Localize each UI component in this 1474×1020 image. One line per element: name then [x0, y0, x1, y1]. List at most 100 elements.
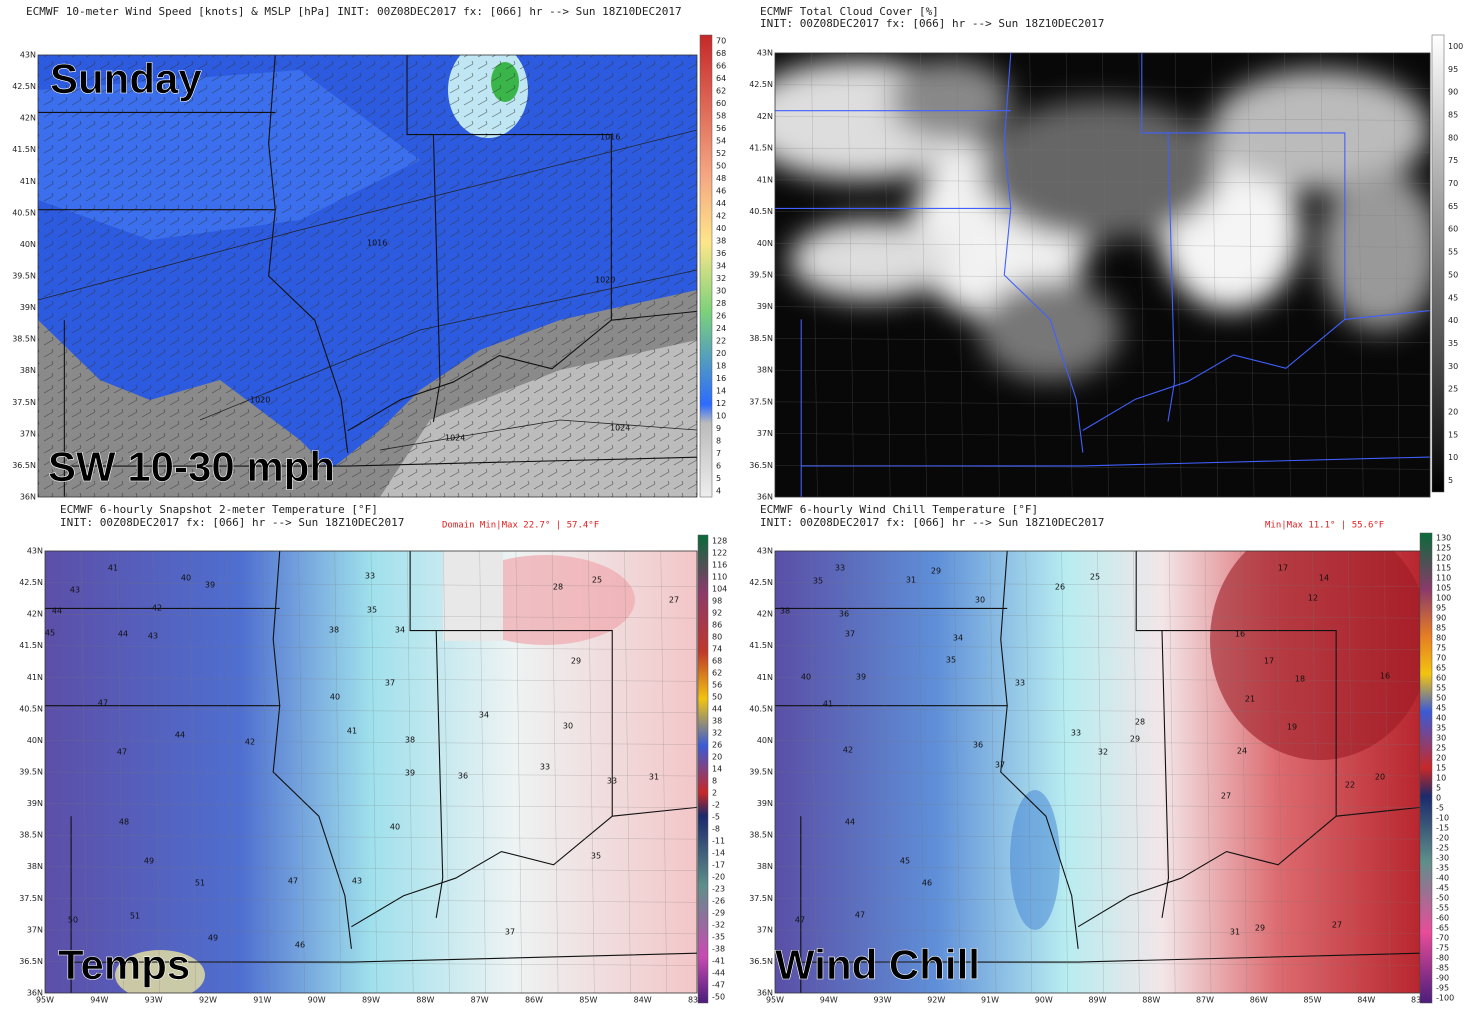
colorbar-label: 50	[1448, 270, 1458, 279]
lat-label: 42.5N	[19, 578, 43, 587]
county-line	[1348, 551, 1355, 993]
colorbar-label: 20	[716, 349, 726, 358]
county-line	[775, 582, 1420, 587]
colorbar-label: 55	[1436, 684, 1446, 693]
station-value: 24	[1237, 747, 1247, 756]
county-line	[882, 551, 889, 993]
county-line	[334, 551, 341, 993]
map-frame	[37, 54, 698, 498]
colorbar-label: 46	[716, 187, 726, 196]
colorbar-label: -35	[1436, 864, 1449, 873]
state-border	[406, 55, 612, 321]
colorbar-label: 45	[1436, 704, 1446, 713]
isobar	[38, 129, 697, 301]
lon-label: 93W	[873, 996, 891, 1005]
map-frame	[774, 52, 1431, 498]
station-value: 47	[288, 877, 298, 886]
lat-label: 41.5N	[12, 145, 36, 154]
county-line	[775, 179, 1430, 185]
county-line	[1138, 53, 1146, 497]
lon-label: 90W	[1035, 996, 1053, 1005]
county-line	[1320, 53, 1328, 497]
colorbar-label: 60	[1436, 674, 1446, 683]
colorbar-label: 74	[712, 645, 722, 654]
colorbar-label: 25	[1436, 744, 1446, 753]
isobar	[379, 419, 697, 451]
colorbar-label: -65	[1436, 924, 1449, 933]
lat-label: 39N	[20, 303, 36, 312]
lat-label: 39.5N	[749, 768, 773, 777]
state-border	[1077, 806, 1420, 928]
colorbar-label: 60	[716, 99, 726, 108]
colorbar-label: -75	[1436, 944, 1449, 953]
colorbar-label: 68	[712, 657, 722, 666]
lat-label: 36.5N	[12, 461, 36, 470]
station-value: 25	[1090, 573, 1100, 582]
station-value: 44	[52, 607, 62, 616]
colorbar-label: -41	[712, 957, 725, 966]
station-value: 35	[367, 606, 377, 615]
lon-label: 94W	[820, 996, 838, 1005]
lat-label: 40.5N	[749, 207, 773, 216]
colorbar-label: 5	[716, 474, 721, 483]
lon-label: 88W	[416, 996, 434, 1005]
colorbar-label: 58	[716, 112, 726, 121]
station-value: 43	[70, 586, 80, 595]
county-line	[117, 551, 124, 993]
county-line	[775, 116, 1430, 121]
county-line	[45, 740, 697, 745]
colorbar-label: 18	[716, 361, 726, 370]
lon-label: 93W	[145, 996, 163, 1005]
county-line	[775, 243, 1430, 248]
county-line	[45, 645, 697, 650]
colorbar-label: 70	[716, 37, 726, 46]
station-value: 47	[795, 916, 805, 925]
lat-label: 38N	[27, 862, 43, 871]
station-value: 42	[245, 738, 255, 747]
colorbar-label: 100	[1436, 594, 1451, 603]
lat-label: 37N	[757, 925, 773, 934]
colorbar-label: -80	[1436, 954, 1449, 963]
lat-label: 40N	[757, 239, 773, 248]
colorbar-label: 70	[1448, 179, 1458, 188]
isobar-label: 1024	[610, 424, 630, 433]
colorbar-label: -15	[1436, 824, 1449, 833]
station-value: 38	[329, 626, 339, 635]
station-value: 32	[1098, 748, 1108, 757]
colorbar-label: -70	[1436, 934, 1449, 943]
county-line	[45, 929, 697, 935]
colorbar-label: 26	[712, 741, 722, 750]
station-value: 43	[148, 632, 158, 641]
header: ECMWF 10-meter Wind Speed [knots] & MSLP…	[26, 5, 682, 18]
colorbar-label: -2	[712, 801, 720, 810]
colorbar-label: 104	[712, 585, 727, 594]
station-value: 12	[1308, 594, 1318, 603]
colorbar-label: 85	[1448, 110, 1458, 119]
lat-label: 37N	[27, 925, 43, 934]
state-border	[1141, 53, 1346, 320]
station-value: 33	[365, 572, 375, 581]
colorbar-label: 10	[1436, 774, 1446, 783]
isobar-label: 1024	[445, 434, 465, 443]
station-value: 40	[181, 574, 191, 583]
county-line	[775, 433, 1430, 438]
colorbar-label: 122	[712, 549, 727, 558]
colorbar-label: 105	[1436, 584, 1451, 593]
colorbar-label: 30	[1436, 734, 1446, 743]
map-panel	[45, 551, 697, 993]
station-value: 26	[1055, 583, 1065, 592]
station-value: 39	[856, 673, 866, 682]
colorbar-label: -29	[712, 909, 725, 918]
county-line	[1211, 53, 1218, 497]
colorbar-label: 38	[712, 717, 722, 726]
colorbar-label: 14	[712, 765, 722, 774]
cloud	[1320, 170, 1430, 330]
colorbar-label: 80	[712, 633, 722, 642]
county-line	[45, 898, 697, 903]
county-line	[153, 551, 160, 993]
state-border	[45, 705, 352, 949]
county-line	[443, 551, 450, 993]
station-value: 14	[1319, 574, 1329, 583]
colorbar-label: 8	[712, 777, 717, 786]
